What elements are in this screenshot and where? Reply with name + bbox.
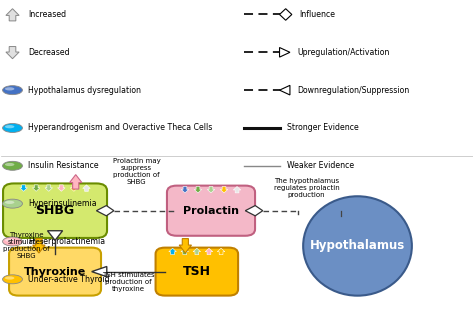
Text: Under-active Thyroid: Under-active Thyroid: [28, 275, 109, 284]
Polygon shape: [280, 48, 290, 57]
Text: Upregulation/Activation: Upregulation/Activation: [297, 48, 390, 57]
Ellipse shape: [5, 276, 14, 279]
Polygon shape: [57, 185, 65, 191]
Text: Influence: Influence: [299, 10, 335, 19]
Polygon shape: [217, 248, 225, 255]
Polygon shape: [280, 9, 292, 20]
Polygon shape: [207, 186, 215, 193]
FancyBboxPatch shape: [167, 185, 255, 236]
Polygon shape: [193, 248, 201, 255]
Polygon shape: [181, 186, 189, 193]
Polygon shape: [33, 239, 45, 253]
Polygon shape: [47, 231, 63, 240]
Text: Prolactin: Prolactin: [183, 206, 239, 216]
Text: Weaker Evidence: Weaker Evidence: [287, 161, 354, 170]
Ellipse shape: [2, 237, 22, 246]
Polygon shape: [96, 205, 114, 216]
Polygon shape: [179, 239, 191, 253]
Polygon shape: [20, 185, 27, 191]
Polygon shape: [280, 85, 290, 95]
Text: Hyperinsulinemia: Hyperinsulinemia: [28, 199, 97, 208]
Text: Increased: Increased: [28, 10, 66, 19]
Text: Stronger Evidence: Stronger Evidence: [287, 123, 358, 132]
Ellipse shape: [2, 86, 22, 95]
Ellipse shape: [303, 196, 412, 296]
Text: Insulin Resistance: Insulin Resistance: [28, 161, 99, 170]
Polygon shape: [45, 185, 53, 191]
Text: Hypothalamus dysregulation: Hypothalamus dysregulation: [28, 86, 141, 95]
Text: Hyperprolactinemia: Hyperprolactinemia: [28, 237, 105, 246]
Polygon shape: [169, 248, 176, 255]
Polygon shape: [194, 186, 202, 193]
Text: TSH: TSH: [183, 265, 211, 278]
Text: Prolactin may
suppress
production of
SHBG: Prolactin may suppress production of SHB…: [113, 158, 160, 185]
Text: Hypothalamus: Hypothalamus: [310, 240, 405, 252]
Ellipse shape: [2, 199, 22, 208]
Polygon shape: [70, 175, 82, 189]
Text: Hyperandrogenism and Overactive Theca Cells: Hyperandrogenism and Overactive Theca Ce…: [28, 123, 212, 132]
Polygon shape: [70, 185, 78, 191]
Text: Thyroxine
stimulates
production of
SHBG: Thyroxine stimulates production of SHBG: [3, 232, 50, 259]
Polygon shape: [91, 267, 107, 277]
Text: Downregulation/Suppression: Downregulation/Suppression: [297, 86, 409, 95]
Polygon shape: [32, 185, 40, 191]
Polygon shape: [220, 186, 228, 193]
FancyBboxPatch shape: [3, 184, 107, 238]
FancyBboxPatch shape: [155, 248, 238, 296]
Polygon shape: [245, 205, 263, 216]
Ellipse shape: [2, 275, 22, 284]
Ellipse shape: [5, 87, 14, 90]
Text: TSH stimulates
production of
thyroxine: TSH stimulates production of thyroxine: [102, 272, 155, 292]
Ellipse shape: [5, 163, 14, 166]
Polygon shape: [181, 248, 189, 255]
Polygon shape: [6, 47, 19, 59]
Text: Thyroxine: Thyroxine: [24, 267, 86, 277]
Polygon shape: [205, 248, 213, 255]
Polygon shape: [82, 185, 90, 191]
Ellipse shape: [5, 201, 14, 204]
Ellipse shape: [5, 125, 14, 128]
Polygon shape: [6, 9, 19, 21]
Polygon shape: [233, 186, 241, 193]
FancyBboxPatch shape: [9, 248, 101, 296]
Text: The hypothalamus
regulates prolactin
production: The hypothalamus regulates prolactin pro…: [273, 178, 339, 198]
Ellipse shape: [2, 124, 22, 132]
Text: SHBG: SHBG: [36, 204, 74, 217]
Text: Decreased: Decreased: [28, 48, 70, 57]
Ellipse shape: [2, 161, 22, 170]
Ellipse shape: [5, 239, 14, 242]
